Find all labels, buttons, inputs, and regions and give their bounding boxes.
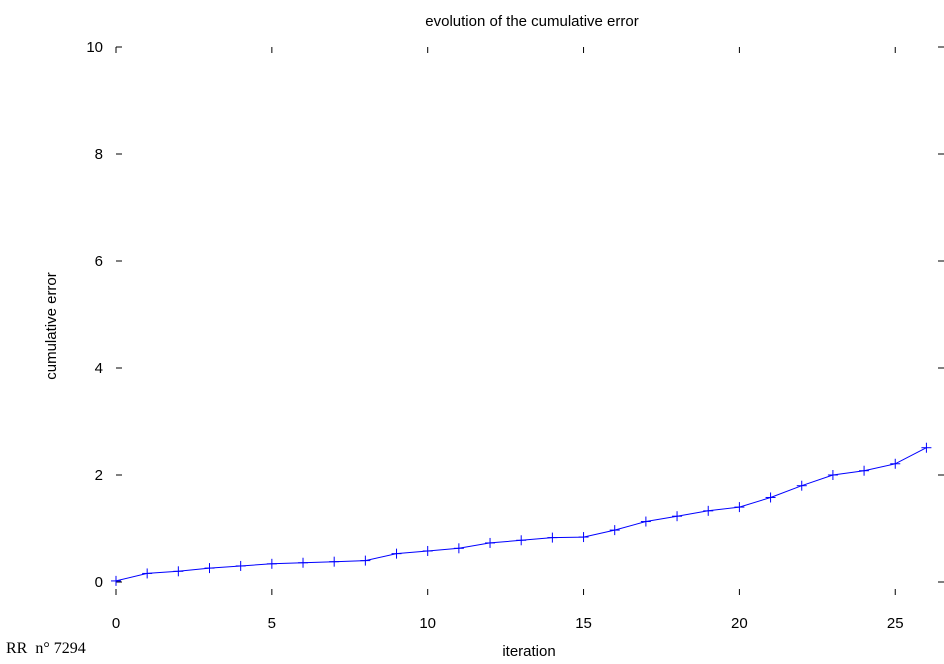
data-point bbox=[111, 575, 121, 586]
x-tick-label: 5 bbox=[268, 615, 276, 632]
data-point bbox=[921, 442, 932, 453]
x-axis-label: iteration bbox=[502, 643, 555, 660]
y-tick-label: 10 bbox=[86, 39, 103, 56]
axes-layer bbox=[115, 46, 122, 53]
y-tick-label: 6 bbox=[95, 253, 103, 270]
data-point bbox=[640, 516, 651, 527]
y-tick-label: 2 bbox=[95, 467, 103, 484]
data-point bbox=[859, 465, 870, 476]
data-point bbox=[204, 563, 215, 574]
report-number: RR n° 7294 bbox=[6, 640, 86, 657]
data-point bbox=[453, 543, 464, 554]
y-axis-label: cumulative error bbox=[43, 272, 60, 380]
data-point bbox=[734, 502, 745, 513]
x-tick-label: 0 bbox=[112, 615, 120, 632]
data-point bbox=[485, 537, 496, 548]
data-point bbox=[391, 548, 402, 559]
data-point bbox=[329, 556, 340, 567]
y-tick-label: 8 bbox=[95, 146, 103, 163]
x-tick-label: 15 bbox=[575, 615, 592, 632]
data-point bbox=[266, 558, 277, 569]
y-tick-label: 4 bbox=[95, 360, 103, 377]
x-tick-label: 20 bbox=[731, 615, 748, 632]
data-point bbox=[578, 532, 589, 543]
data-point bbox=[890, 458, 901, 469]
data-point bbox=[609, 525, 620, 536]
data-point bbox=[516, 535, 527, 546]
data-point bbox=[173, 566, 184, 577]
x-tick-label: 10 bbox=[419, 615, 436, 632]
series-line bbox=[115, 447, 927, 582]
data-point bbox=[360, 555, 371, 566]
data-point bbox=[796, 480, 807, 491]
data-point bbox=[142, 568, 153, 579]
data-point bbox=[827, 470, 838, 480]
x-tick-label: 25 bbox=[887, 615, 904, 632]
data-point bbox=[422, 545, 433, 556]
ticks-layer: 0 5 10 15 20 25 0 2 4 6 8 10 bbox=[86, 39, 944, 632]
chart-title: evolution of the cumulative error bbox=[425, 13, 638, 30]
data-point bbox=[547, 532, 558, 543]
data-point bbox=[298, 557, 309, 568]
data-point bbox=[765, 492, 776, 503]
data-point bbox=[703, 505, 714, 516]
series-layer bbox=[111, 442, 932, 586]
data-point bbox=[672, 511, 683, 522]
y-tick-label: 0 bbox=[95, 574, 103, 591]
data-point bbox=[235, 560, 246, 571]
